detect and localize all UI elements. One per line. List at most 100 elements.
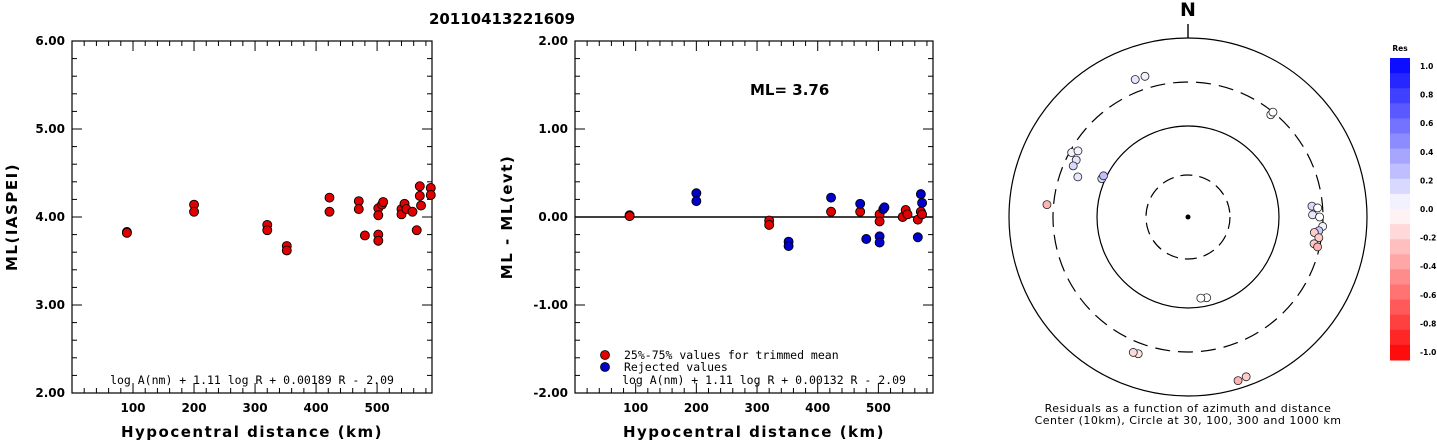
data-point [826, 192, 837, 203]
x-tick-label: 400 [805, 401, 830, 415]
data-point [917, 209, 928, 220]
data-point [917, 197, 928, 208]
x-tick-label: 100 [120, 401, 145, 415]
station-point [1241, 372, 1251, 382]
colorbar-swatch [1390, 193, 1410, 210]
station-point [1130, 75, 1140, 84]
station-point [1073, 172, 1083, 182]
polar-caption-line1: Residuals as a function of azimuth and d… [1045, 402, 1332, 415]
legend-trimmed-mean-marker [600, 350, 610, 360]
colorbar-tick-label: 0.4 [1420, 148, 1433, 157]
data-point [416, 200, 426, 211]
circle-1000km [1008, 37, 1368, 397]
data-point [874, 216, 885, 227]
ml-iaspei-y-axis-label: ML(IASPEI) [3, 163, 21, 271]
y-tick-label: 5.00 [35, 122, 65, 136]
data-point [783, 241, 794, 251]
data-point [378, 197, 389, 207]
colorbar-swatch [1390, 133, 1410, 150]
y-tick-label: 3.00 [35, 298, 65, 312]
colorbar-tick-label: 0.6 [1420, 119, 1433, 128]
ml-residual-panel: -2.00 -1.00 0.00 1.00 2.00 100 200 300 400 500 H… [498, 34, 934, 441]
colorbar-swatch [1390, 299, 1410, 316]
data-point [874, 237, 885, 248]
colorbar-swatch [1390, 178, 1410, 195]
colorbar-swatch [1390, 284, 1410, 301]
circle-30km [1145, 174, 1231, 260]
station-point [1042, 200, 1052, 210]
north-label: N [1180, 0, 1196, 21]
colorbar-swatch [1390, 329, 1410, 346]
colorbar-swatch [1390, 148, 1410, 165]
x-tick-label: 300 [745, 401, 770, 415]
station-point [1315, 212, 1324, 222]
colorbar-swatch [1390, 163, 1410, 180]
data-point [262, 225, 273, 236]
x-tick-label: 500 [365, 401, 390, 415]
ml-iaspei-panel: 2.00 3.00 4.00 5.00 6.00 100 200 300 400 500 Hyp… [3, 34, 436, 441]
legend-rejected-marker [600, 362, 610, 372]
x-tick-label: 400 [304, 401, 329, 415]
y-tick-label: 2.00 [538, 34, 568, 48]
colorbar-swatch [1390, 314, 1410, 331]
colorbar-tick-label: 0.0 [1420, 205, 1433, 214]
data-point [373, 235, 384, 246]
station-point [1313, 203, 1323, 213]
data-point [324, 206, 335, 217]
station-point [1233, 376, 1243, 386]
data-point [121, 227, 132, 238]
station-point [1099, 171, 1108, 181]
data-point [624, 211, 635, 222]
ml-residual-y-axis-label: ML - ML(evt) [498, 155, 516, 279]
colorbar-swatch [1390, 58, 1410, 74]
circle-100km [1096, 125, 1280, 309]
colorbar-labels: 1.0 0.8 0.6 0.4 0.2 0.0 -0.2 -0.4 -0.6 -0.8 -1.0 [1420, 62, 1436, 357]
legend-rejected-label: Rejected values [624, 360, 728, 374]
epicenter-dot [1185, 214, 1191, 220]
colorbar-swatch [1390, 209, 1410, 225]
x-tick-label: 200 [684, 401, 709, 415]
figure-title: 20110413221609 [429, 10, 575, 28]
colorbar-tick-label: -0.8 [1420, 319, 1436, 328]
data-point [764, 219, 775, 230]
ml-iaspei-x-tick-labels: 100 200 300 400 500 [120, 401, 389, 415]
data-point [353, 204, 364, 215]
station-point [1068, 161, 1078, 171]
station-point [1196, 293, 1206, 303]
y-tick-label: -2.00 [533, 386, 568, 400]
station-point [1128, 348, 1138, 357]
colorbar-swatch [1390, 254, 1410, 270]
station-point [1313, 242, 1322, 252]
colorbar-tick-label: 0.2 [1420, 176, 1433, 185]
ml-residual-x-tick-labels: 100 200 300 400 500 [623, 401, 891, 415]
data-point [359, 230, 370, 241]
station-point [1140, 71, 1150, 81]
y-tick-label: -1.00 [533, 298, 568, 312]
data-point [189, 206, 199, 217]
data-point [414, 181, 425, 192]
data-point [912, 232, 923, 243]
colorbar-tick-label: 0.8 [1420, 91, 1433, 100]
data-point [902, 209, 913, 220]
y-tick-label: 2.00 [35, 386, 65, 400]
colorbar-swatch [1390, 103, 1410, 119]
ml-residual-points [624, 188, 928, 251]
data-point [915, 189, 926, 200]
station-residual-points [1042, 71, 1328, 386]
colorbar-swatches [1390, 58, 1410, 361]
data-point [281, 245, 292, 256]
station-point [1314, 233, 1324, 243]
colorbar-swatch [1390, 224, 1410, 240]
x-tick-label: 500 [866, 401, 891, 415]
ml-residual-formula: log A(nm) + 1.11 log R + 0.00132 R - 2.0… [622, 373, 906, 387]
ml-residual-ticks [575, 41, 933, 393]
ml-iaspei-y-tick-labels: 2.00 3.00 4.00 5.00 6.00 [35, 34, 65, 400]
residual-colorbar: Res 1.0 0.8 0.6 0.4 0.2 0.0 -0.2 -0.4 -0.6 -0.8 -1… [1390, 44, 1436, 361]
y-tick-label: 4.00 [35, 210, 65, 224]
data-point [324, 192, 335, 203]
data-point [414, 190, 425, 201]
data-point [373, 210, 384, 221]
colorbar-title: Res [1392, 44, 1408, 53]
station-point [1073, 146, 1083, 156]
